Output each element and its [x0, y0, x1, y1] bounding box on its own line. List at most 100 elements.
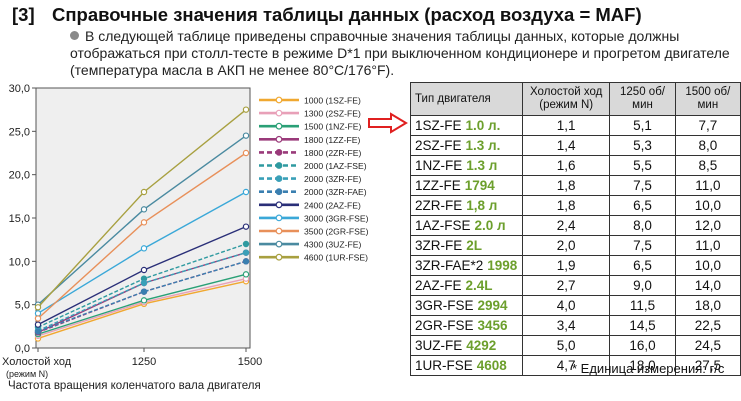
- arrow-right-icon: [368, 112, 408, 134]
- data-point: [34, 321, 42, 328]
- engine-code: 1UR-FSE: [415, 358, 473, 373]
- cell-1500: 10,0: [674, 195, 741, 216]
- engine-code: 1NZ-FE: [415, 158, 463, 173]
- legend-marker: [275, 253, 283, 261]
- engine-volume: 4608: [476, 358, 507, 373]
- engine-volume: 3456: [477, 318, 508, 333]
- cell-idle: 5,0: [521, 335, 611, 356]
- legend-marker: [275, 135, 283, 143]
- legend-marker: [275, 162, 283, 169]
- engine-volume: 1,8 л: [466, 198, 498, 213]
- cell-engine: 1AZ-FSE 2.0 л: [410, 215, 523, 236]
- legend-marker: [275, 240, 283, 248]
- engine-volume: 1998: [487, 258, 518, 273]
- data-point: [242, 188, 250, 196]
- legend-label: 1000 (1SZ-FE): [304, 96, 361, 106]
- maf-data-table: Тип двигателя Холостой ход (режим N) 125…: [410, 82, 741, 376]
- unit-note: * Единица измерения: г/с: [572, 361, 725, 376]
- engine-code: 2AZ-FE: [415, 278, 462, 293]
- data-point: [242, 271, 250, 278]
- legend-label: 3500 (2GR-FSE): [304, 227, 369, 237]
- cell-1500: 11,0: [674, 175, 741, 196]
- legend-label: 2400 (2AZ-FE): [304, 200, 361, 210]
- legend-marker: [275, 201, 283, 209]
- data-point: [242, 223, 250, 230]
- y-tick-label: 0,0: [15, 343, 30, 355]
- data-point: [140, 245, 148, 252]
- engine-code: 2GR-FSE: [415, 318, 474, 333]
- table-row: 1SZ-FE 1.0 л. 1,1 5,1 7,7: [410, 115, 741, 136]
- legend-label: 1800 (1ZZ-FE): [304, 135, 360, 145]
- note-text: В следующей таблице приведены справочные…: [70, 28, 730, 78]
- cell-engine: 3ZR-FAE*2 1998: [410, 255, 523, 276]
- legend-label: 4300 (3UZ-FE): [304, 240, 361, 250]
- engine-code: 2ZR-FE: [415, 198, 463, 213]
- engine-volume: 2.0 л: [474, 218, 506, 233]
- table-row: 1NZ-FE 1.3 л 1,6 5,5 8,5: [410, 155, 741, 176]
- engine-volume: 2994: [477, 298, 508, 313]
- cell-1500: 8,5: [674, 155, 741, 176]
- engine-volume: 2.4L: [465, 278, 493, 293]
- cell-1250: 5,3: [609, 135, 676, 156]
- cell-idle: 4,0: [521, 295, 611, 316]
- x-tick-sublabel: (режим N): [6, 369, 48, 379]
- legend-label: 2000 (3ZR-FAE): [304, 187, 367, 197]
- section-number: [3]: [12, 4, 35, 25]
- cell-1250: 7,5: [609, 175, 676, 196]
- data-point: [140, 288, 148, 295]
- legend-marker: [275, 96, 283, 104]
- cell-engine: 1UR-FSE 4608: [410, 355, 523, 376]
- cell-1500: 27,5: [674, 355, 741, 376]
- cell-1250: 9,0: [609, 275, 676, 296]
- table-row: 3UZ-FE 4292 5,0 16,0 24,5: [410, 335, 741, 356]
- legend-marker: [275, 109, 283, 117]
- cell-idle: 1,6: [521, 155, 611, 176]
- cell-engine: 2SZ-FE 1.3 л.: [410, 135, 523, 156]
- cell-idle: 4,7: [521, 355, 611, 376]
- data-point: [242, 249, 250, 256]
- cell-1250: 14,5: [609, 315, 676, 336]
- cell-1250: 8,0: [609, 215, 676, 236]
- legend-label: 2000 (3ZR-FE): [304, 174, 361, 184]
- cell-1500: 22,5: [674, 315, 741, 336]
- cell-1500: 12,0: [674, 215, 741, 236]
- cell-engine: 2GR-FSE 3456: [410, 315, 523, 336]
- engine-volume: 1.3 л: [466, 158, 498, 173]
- legend-label: 1300 (2SZ-FE): [304, 109, 361, 119]
- x-tick-label: Холостой ход: [2, 356, 72, 368]
- table-row: 3ZR-FE 2L 2,0 7,5 11,0: [410, 235, 741, 256]
- y-tick-label: 30,0: [9, 83, 30, 95]
- cell-1500: 8,0: [674, 135, 741, 156]
- description-note: В следующей таблице приведены справочные…: [70, 28, 735, 79]
- table-row: 1UR-FSE 4608 4,7 18,0 27,5: [410, 355, 741, 376]
- table-body: 1SZ-FE 1.0 л. 1,1 5,1 7,7 2SZ-FE 1.3 л. 1,4 5,3 8…: [410, 115, 741, 376]
- cell-idle: 2,7: [521, 275, 611, 296]
- engine-volume: 1.3 л.: [465, 138, 501, 153]
- cell-engine: 1NZ-FE 1.3 л: [410, 155, 523, 176]
- x-tick-label: 1500: [238, 356, 262, 368]
- y-tick-label: 5,0: [15, 300, 30, 312]
- cell-1250: 16,0: [609, 335, 676, 356]
- x-tick-label: 1250: [132, 356, 156, 368]
- cell-1250: 6,5: [609, 255, 676, 276]
- cell-1500: 11,0: [674, 235, 741, 256]
- header-1250: 1250 об/мин: [609, 82, 676, 116]
- table-row: 2SZ-FE 1.3 л. 1,4 5,3 8,0: [410, 135, 741, 156]
- engine-code: 3UZ-FE: [415, 338, 463, 353]
- cell-idle: 1,1: [521, 115, 611, 136]
- engine-code: 1ZZ-FE: [415, 178, 461, 193]
- legend-marker: [275, 214, 283, 222]
- engine-code: 3GR-FSE: [415, 298, 474, 313]
- engine-volume: 2L: [466, 238, 483, 253]
- cell-1250: 6,5: [609, 195, 676, 216]
- header-engine: Тип двигателя: [410, 82, 523, 116]
- data-point: [140, 219, 148, 226]
- legend-marker: [275, 122, 283, 130]
- data-point: [34, 315, 42, 322]
- engine-code: 3ZR-FE: [415, 238, 463, 253]
- cell-1250: 7,5: [609, 235, 676, 256]
- table-row: 2GR-FSE 3456 3,4 14,5 22,5: [410, 315, 741, 336]
- table-row: 1ZZ-FE 1794 1,8 7,5 11,0: [410, 175, 741, 196]
- series-line: [37, 260, 247, 333]
- cell-engine: 3UZ-FE 4292: [410, 335, 523, 356]
